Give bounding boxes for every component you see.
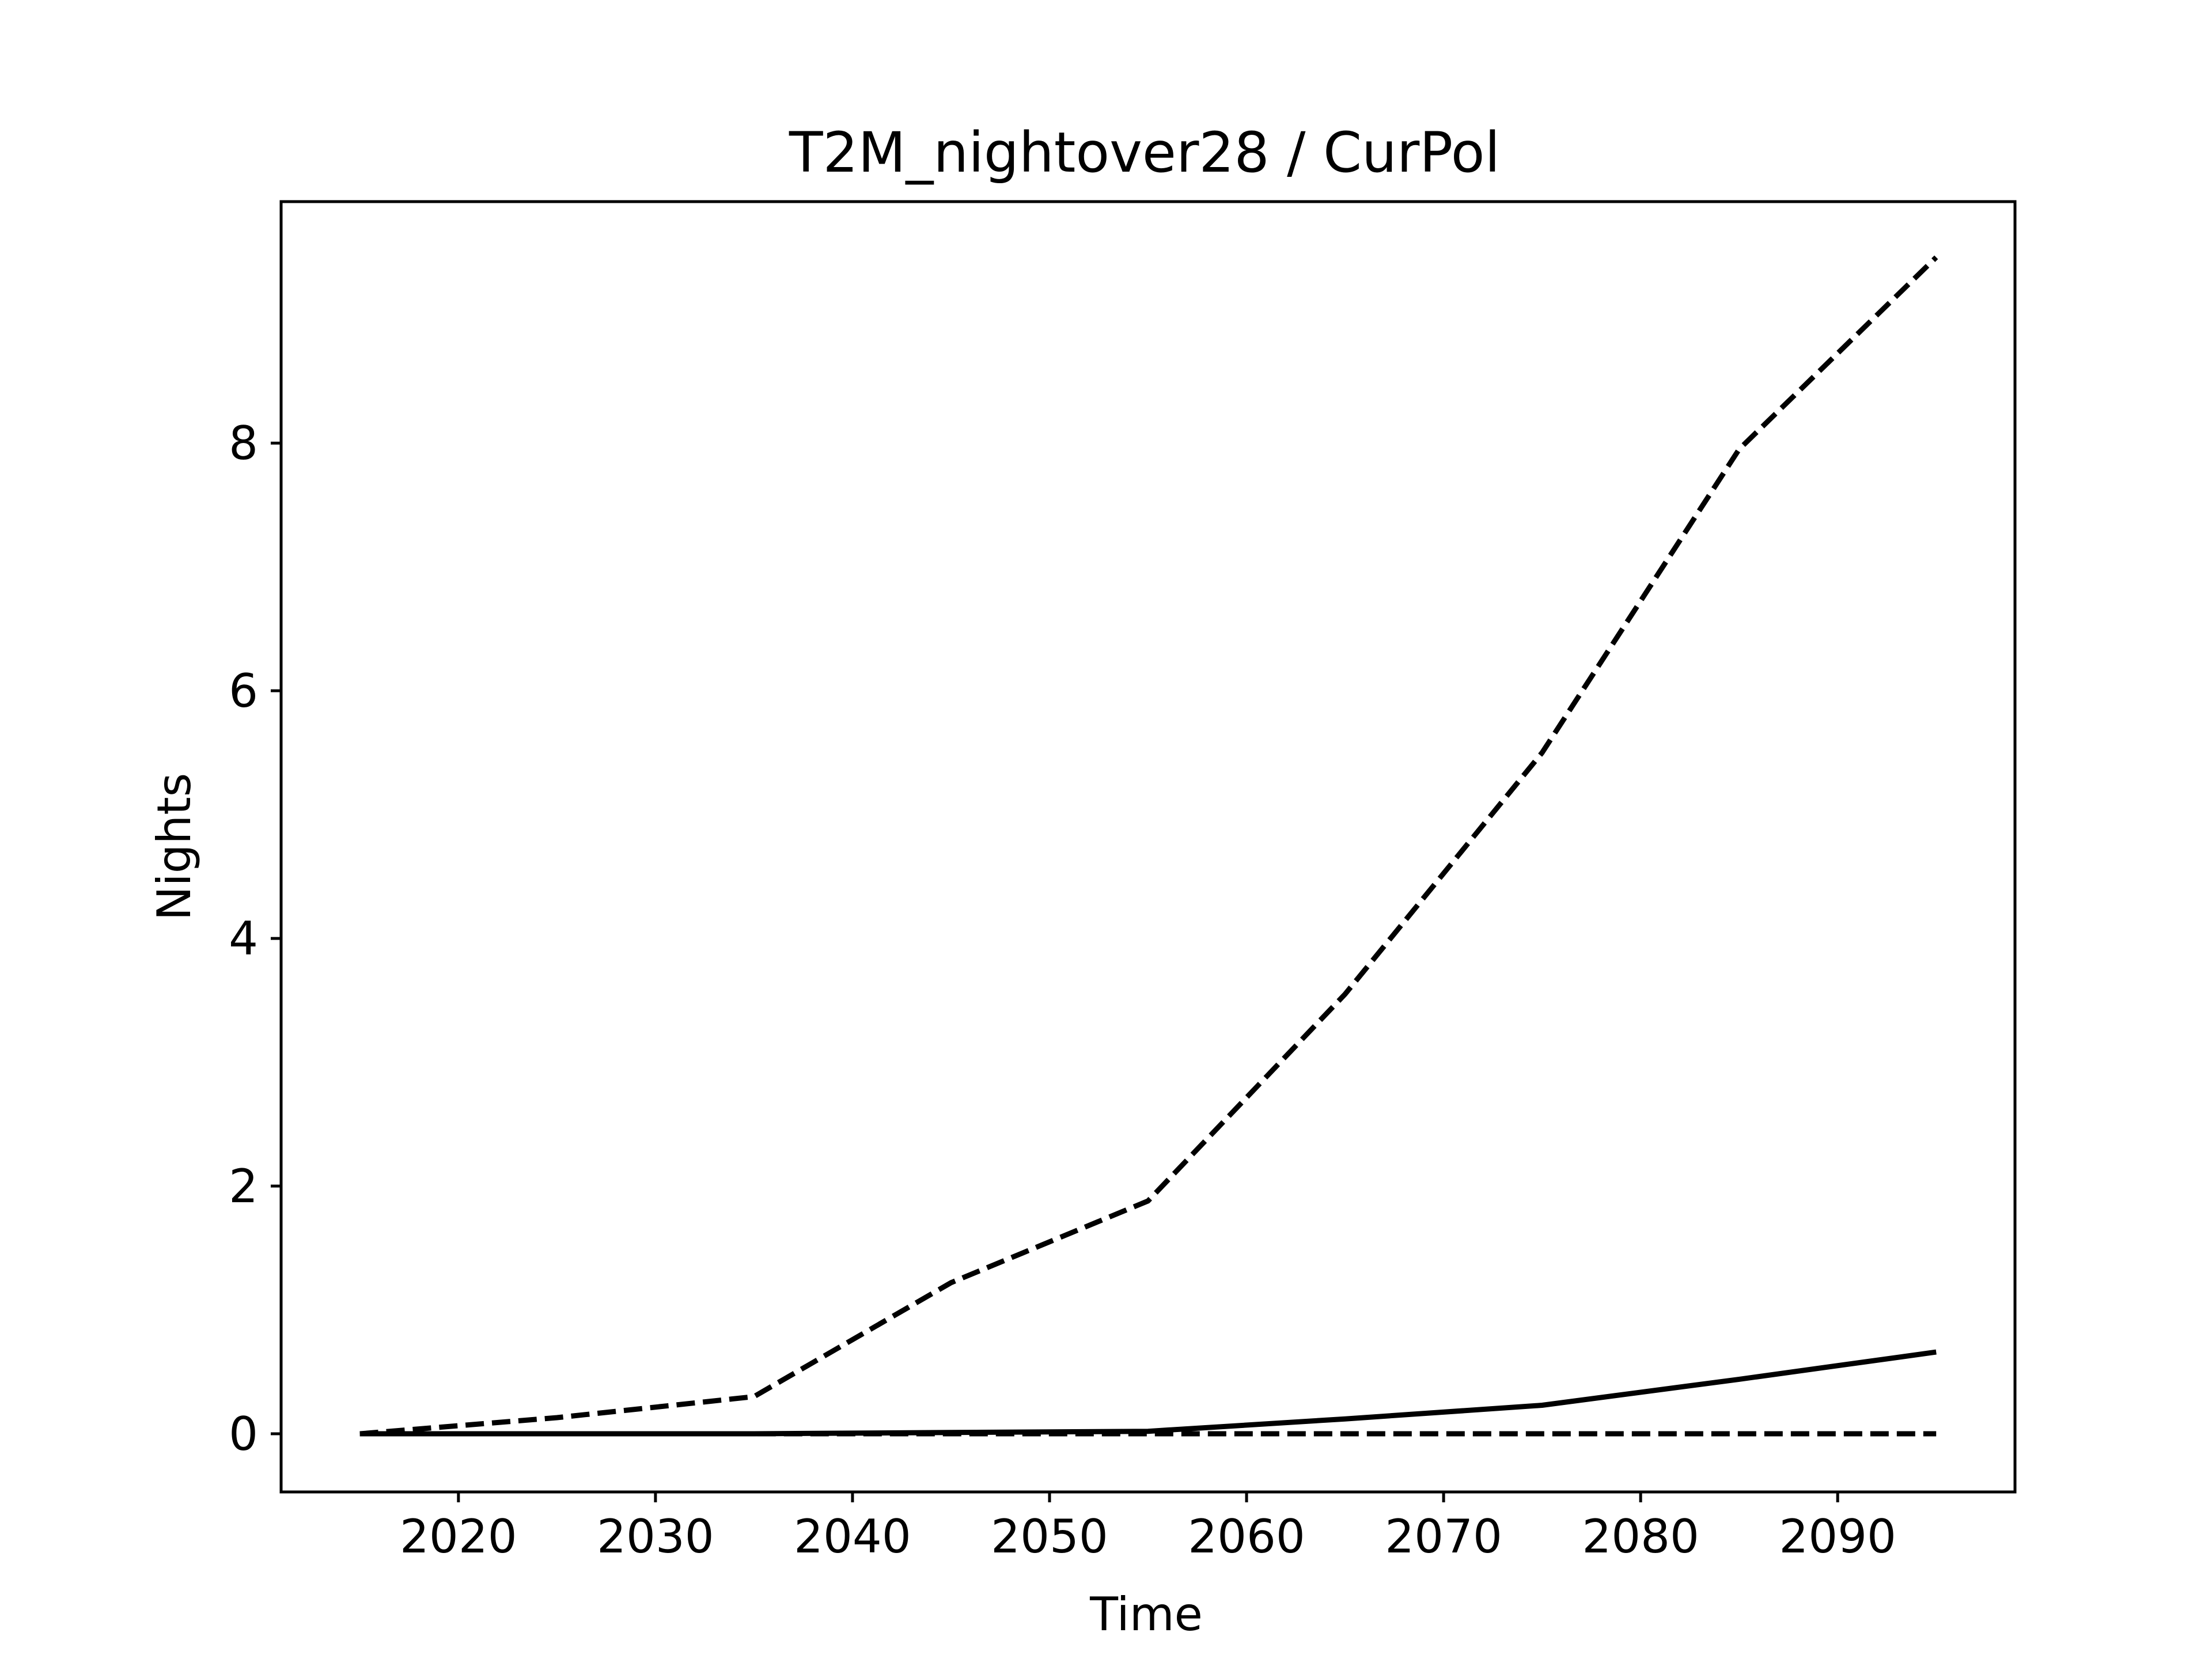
x-tick-label: 2020 xyxy=(400,1510,517,1563)
x-tick-label: 2060 xyxy=(1188,1510,1305,1563)
y-tick-label: 2 xyxy=(229,1160,258,1213)
series-layer xyxy=(359,255,1938,1437)
x-tick-label: 2080 xyxy=(1582,1510,1699,1563)
x-tick-label: 2070 xyxy=(1385,1510,1502,1563)
x-tick-label: 2030 xyxy=(597,1510,714,1563)
y-axis-label: Nights xyxy=(147,773,201,921)
x-axis: 2020 2030 2040 2050 2060 2070 2080 2090 xyxy=(400,1492,1896,1563)
chart-title: T2M_nightover28 / CurPol xyxy=(789,120,1500,185)
x-tick-label: 2050 xyxy=(991,1510,1108,1563)
series-line-1 xyxy=(359,255,1938,1437)
series-line-2 xyxy=(359,1349,1937,1437)
y-tick-label: 0 xyxy=(229,1407,258,1461)
plot-frame xyxy=(279,200,2017,1494)
x-axis-label: Time xyxy=(1089,1588,1203,1641)
y-tick-label: 4 xyxy=(229,912,258,965)
x-tick-label: 2090 xyxy=(1779,1510,1896,1563)
x-tick-label: 2040 xyxy=(794,1510,911,1563)
y-tick-label: 8 xyxy=(229,416,258,470)
y-axis: 0 2 4 6 8 xyxy=(229,416,281,1461)
y-tick-label: 6 xyxy=(229,664,258,718)
